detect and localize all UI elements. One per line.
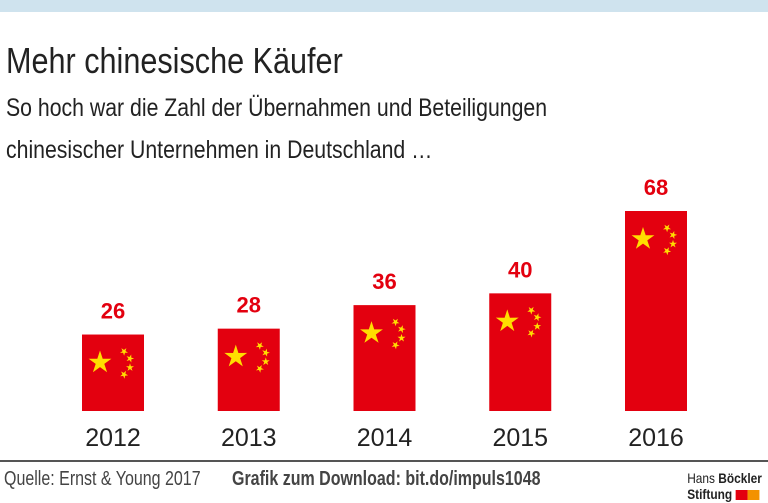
small-star-icon	[391, 318, 400, 327]
top-band	[0, 0, 768, 12]
small-star-icon	[663, 247, 672, 256]
small-star-icon	[120, 348, 128, 356]
big-star-icon	[495, 309, 519, 332]
chart-title: Mehr chinesische Käufer	[6, 40, 343, 81]
bar-2012	[82, 334, 144, 411]
bar-2014	[353, 305, 416, 411]
small-star-icon	[669, 231, 678, 239]
logo-text-boeckler: Böckler	[718, 470, 762, 486]
small-star-icon	[261, 357, 270, 365]
year-label: 2016	[628, 424, 684, 452]
small-star-icon	[256, 365, 264, 373]
small-star-icon	[669, 239, 677, 248]
logo-red-square	[735, 490, 748, 501]
small-star-icon	[527, 306, 536, 315]
small-star-icon	[391, 341, 400, 350]
big-star-icon	[631, 227, 655, 249]
small-star-icon	[533, 313, 542, 322]
big-star-icon	[360, 321, 383, 343]
value-label: 26	[101, 299, 125, 324]
bar-2013	[217, 328, 280, 411]
download-link[interactable]: Grafik zum Download: bit.do/impuls1048	[232, 468, 541, 490]
small-star-icon	[126, 354, 135, 363]
subtitle-line-1: So hoch war die Zahl der Übernahmen und …	[6, 94, 548, 122]
year-label: 2014	[357, 424, 413, 452]
small-star-icon	[397, 333, 406, 342]
big-star-icon	[224, 344, 248, 367]
small-star-icon	[398, 325, 406, 334]
small-star-icon	[120, 370, 129, 379]
small-star-icon	[527, 329, 536, 338]
logo-text-stiftung: Stiftung	[687, 486, 733, 502]
footer-divider	[0, 460, 768, 462]
small-star-icon	[126, 363, 134, 371]
year-label: 2012	[85, 424, 141, 452]
source-text: Quelle: Ernst & Young 2017	[4, 468, 201, 490]
hans-boeckler-logo: Hans Böckler Stiftung	[687, 470, 762, 502]
subtitle-line-2: chinesischer Unternehmen in Deutschland …	[6, 136, 433, 164]
value-label: 36	[372, 269, 396, 294]
year-label: 2015	[492, 424, 548, 452]
small-star-icon	[663, 224, 671, 233]
logo-orange-square	[747, 490, 760, 501]
year-label: 2013	[221, 424, 277, 452]
bar-2015	[489, 293, 552, 411]
big-star-icon	[88, 350, 112, 373]
bar-chart: 26 2012 28 2013 36 2014 40 2015 68 2016	[82, 175, 687, 452]
value-label: 28	[237, 293, 261, 318]
value-label: 68	[644, 175, 668, 200]
small-star-icon	[533, 322, 542, 330]
small-star-icon	[255, 342, 264, 350]
small-star-icon	[262, 348, 270, 357]
bar-2016	[625, 211, 687, 411]
logo-text-hans: Hans	[687, 470, 716, 486]
value-label: 40	[508, 257, 532, 282]
